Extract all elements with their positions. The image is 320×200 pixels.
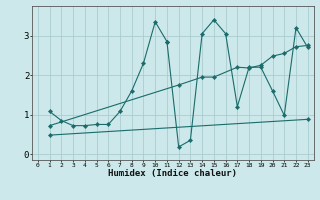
X-axis label: Humidex (Indice chaleur): Humidex (Indice chaleur) [108, 169, 237, 178]
